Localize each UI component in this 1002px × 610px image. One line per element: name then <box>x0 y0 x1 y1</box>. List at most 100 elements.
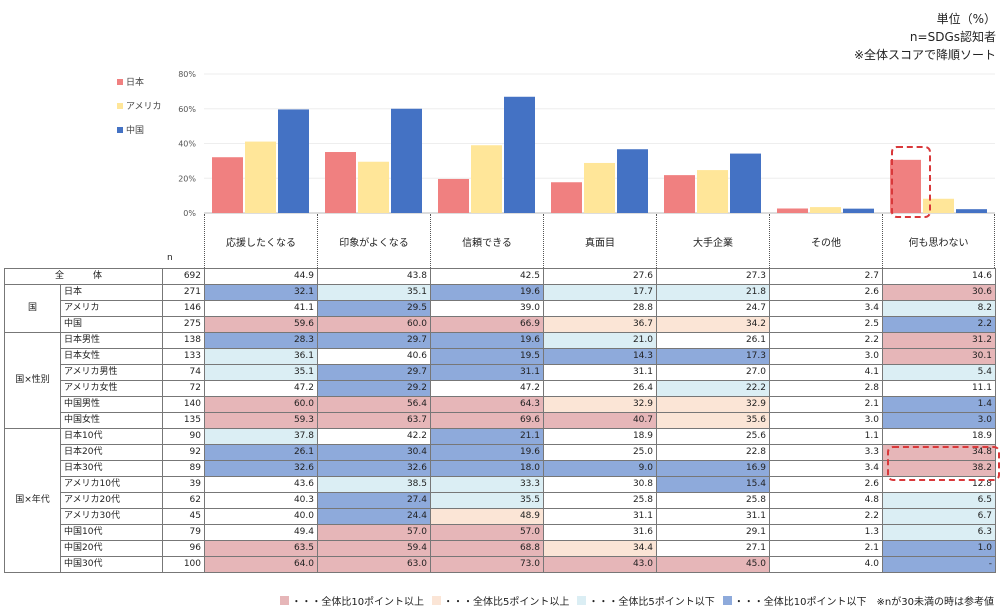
row-label: アメリカ20代 <box>60 492 163 509</box>
value-cell: 3.3 <box>769 444 883 461</box>
value-cell: 31.6 <box>543 524 657 541</box>
sample-size: 45 <box>162 508 205 525</box>
bar <box>278 109 309 213</box>
bar <box>471 145 502 213</box>
value-cell: 69.6 <box>430 412 544 429</box>
category-header: その他 <box>769 214 882 268</box>
bar <box>438 178 469 213</box>
value-cell: 68.8 <box>430 540 544 557</box>
value-cell: 60.0 <box>204 396 318 413</box>
sample-size: 90 <box>162 428 205 445</box>
value-cell: 19.6 <box>430 444 544 461</box>
value-cell: 27.4 <box>317 492 431 509</box>
row-label: 日本男性 <box>60 332 163 349</box>
value-cell: 59.3 <box>204 412 318 429</box>
category-header: 真面目 <box>543 214 656 268</box>
value-cell: 33.3 <box>430 476 544 493</box>
value-cell: 43.8 <box>317 268 431 285</box>
sample-size: 133 <box>162 348 205 365</box>
category-header: 信頼できる <box>430 214 543 268</box>
sample-size: 692 <box>162 268 205 285</box>
value-cell: 3.0 <box>769 348 883 365</box>
bar <box>358 161 389 213</box>
value-cell: 9.0 <box>543 460 657 477</box>
value-cell: 16.9 <box>656 460 770 477</box>
legend-label: ・・・全体比5ポイント以上 <box>443 597 570 608</box>
bar <box>391 108 422 213</box>
value-cell: 59.4 <box>317 540 431 557</box>
value-cell: 3.0 <box>882 412 996 429</box>
value-cell: 17.7 <box>543 284 657 301</box>
value-cell: 21.8 <box>656 284 770 301</box>
value-cell: 3.4 <box>769 300 883 317</box>
row-label: アメリカ男性 <box>60 364 163 381</box>
sample-size: 275 <box>162 316 205 333</box>
value-cell: 14.3 <box>543 348 657 365</box>
table-row: 中国10代 79 49.4 57.0 57.0 31.6 29.1 1.3 6.3 <box>5 524 996 541</box>
category-header: 何も思わない <box>882 214 995 268</box>
table-row: 国×性別 日本男性 138 28.3 29.7 19.6 21.0 26.1 2.2 31.2 <box>4 332 996 429</box>
value-cell: 6.3 <box>882 524 996 541</box>
value-cell: 27.1 <box>656 540 770 557</box>
row-label: 日本30代 <box>60 460 163 477</box>
value-cell: 47.2 <box>204 380 318 397</box>
legend-label: ・・・全体比10ポイント以上 <box>291 597 425 608</box>
value-cell: 26.1 <box>656 332 770 349</box>
value-cell: 32.9 <box>543 396 657 413</box>
legend-swatch <box>280 596 290 605</box>
value-cell: 40.7 <box>543 412 657 429</box>
value-cell: 2.7 <box>769 268 883 285</box>
table-row: アメリカ30代 45 40.0 24.4 48.9 31.1 31.1 2.2 6.7 <box>5 508 996 525</box>
data-table: 全 体 692 44.9 43.8 42.5 27.6 27.3 2.7 14.6 国日本 271 3… <box>4 268 996 573</box>
legend-label: ・・・全体比10ポイント以下 <box>733 597 867 608</box>
value-cell: - <box>882 556 996 573</box>
value-cell: 35.1 <box>317 284 431 301</box>
y-tick-label: 0% <box>183 209 196 218</box>
row-label: 全 体 <box>4 268 163 285</box>
sample-size: 140 <box>162 396 205 413</box>
sample-size: 138 <box>162 332 205 349</box>
legend-label: ・・・全体比5ポイント以下 <box>588 597 715 608</box>
value-cell: 25.0 <box>543 444 657 461</box>
sample-size: 100 <box>162 556 205 573</box>
value-cell: 1.4 <box>882 396 996 413</box>
sample-size: 74 <box>162 364 205 381</box>
value-cell: 6.7 <box>882 508 996 525</box>
value-cell: 4.8 <box>769 492 883 509</box>
value-cell: 1.1 <box>769 428 883 445</box>
value-cell: 60.0 <box>317 316 431 333</box>
legend-label: 中国 <box>126 124 144 136</box>
table-row: アメリカ男性 74 35.1 29.7 31.1 31.1 27.0 4.1 5.4 <box>5 364 996 381</box>
value-cell: 29.2 <box>317 380 431 397</box>
value-cell: 29.7 <box>317 364 431 381</box>
value-cell: 2.2 <box>769 508 883 525</box>
bar <box>664 175 695 213</box>
value-cell: 29.5 <box>317 300 431 317</box>
legend-swatch <box>577 596 587 605</box>
value-cell: 44.9 <box>204 268 318 285</box>
row-label: 中国20代 <box>60 540 163 557</box>
value-cell: 2.6 <box>769 284 883 301</box>
value-cell: 2.1 <box>769 396 883 413</box>
highlight-box-table <box>887 446 1000 481</box>
bar <box>551 182 582 213</box>
value-cell: 22.2 <box>656 380 770 397</box>
legend-swatch <box>117 103 123 109</box>
sample-size: 39 <box>162 476 205 493</box>
table-row: 国×年代 日本10代 90 37.8 42.2 21.1 18.9 25.6 1.1 18.9 <box>4 428 996 573</box>
value-cell: 31.2 <box>882 332 996 349</box>
value-cell: 21.1 <box>430 428 544 445</box>
legend-swatch <box>117 127 123 133</box>
value-cell: 27.3 <box>656 268 770 285</box>
value-cell: 42.2 <box>317 428 431 445</box>
bar <box>584 162 615 213</box>
value-cell: 63.7 <box>317 412 431 429</box>
value-cell: 5.4 <box>882 364 996 381</box>
value-cell: 56.4 <box>317 396 431 413</box>
legend-swatch <box>722 596 732 605</box>
table-row: 日本女性 133 36.1 40.6 19.5 14.3 17.3 3.0 30.1 <box>5 348 996 365</box>
value-cell: 35.1 <box>204 364 318 381</box>
value-cell: 15.4 <box>656 476 770 493</box>
legend-label: 日本 <box>126 76 144 88</box>
